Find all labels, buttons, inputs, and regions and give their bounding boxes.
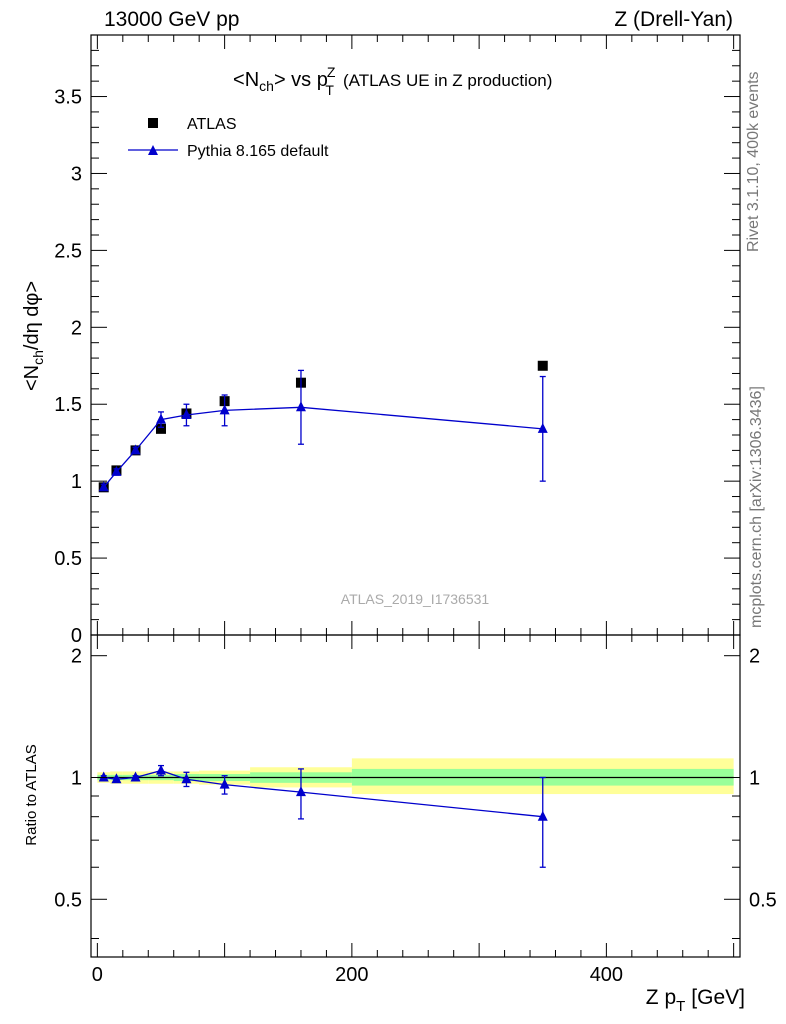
y-tick-label: 1.5 bbox=[54, 394, 82, 416]
y-tick-label: 3 bbox=[71, 163, 82, 185]
header-right: Z (Drell-Yan) bbox=[614, 8, 733, 31]
ratio-data bbox=[98, 764, 548, 868]
y-tick-label: 3.5 bbox=[54, 87, 82, 109]
ratio-y-axis-label: Ratio to ATLAS bbox=[23, 744, 40, 845]
ratio-point bbox=[130, 771, 141, 782]
pythia-point bbox=[181, 409, 192, 419]
legend-pythia-marker bbox=[148, 145, 158, 155]
legend-atlas-label: ATLAS bbox=[187, 116, 237, 133]
x-tick-label: 0 bbox=[92, 964, 103, 986]
ratio-point bbox=[111, 773, 122, 784]
y-tick-label: 0.5 bbox=[54, 548, 82, 570]
pythia-point bbox=[111, 465, 122, 476]
pythia-point bbox=[98, 481, 109, 492]
y-tick-label: 0 bbox=[71, 625, 82, 647]
ratio-pythia-line bbox=[103, 769, 543, 818]
ratio-bands bbox=[97, 758, 734, 795]
ratio-point bbox=[181, 773, 192, 784]
y-tick-label: 2.5 bbox=[54, 240, 82, 262]
x-tick-label: 200 bbox=[335, 964, 368, 986]
ratio-point bbox=[98, 771, 109, 782]
ratio-point bbox=[219, 778, 230, 789]
pythia-point bbox=[295, 401, 306, 412]
x-axis-label: Z pT [GeV] bbox=[646, 986, 745, 1015]
x-tick-label: 400 bbox=[590, 964, 623, 986]
ratio-panel bbox=[90, 634, 741, 958]
y-axis-label: <Nch/dη dφ> bbox=[21, 281, 46, 391]
ratio-frame bbox=[90, 634, 741, 958]
ratio-point bbox=[537, 810, 548, 821]
ratio-y-tick-label-right: 0.5 bbox=[749, 889, 777, 911]
ratio-y-tick-label-right: 2 bbox=[749, 646, 760, 668]
legend-atlas-marker bbox=[148, 118, 158, 128]
ratio-y-tick-label: 0.5 bbox=[54, 889, 82, 911]
header-left: 13000 GeV pp bbox=[104, 8, 240, 31]
ratio-y-tick-label: 1 bbox=[71, 767, 82, 789]
ratio-point bbox=[155, 764, 166, 775]
legend-pythia-label: Pythia 8.165 default bbox=[187, 143, 329, 160]
watermark: ATLAS_2019_I1736531 bbox=[341, 591, 490, 607]
ratio-point bbox=[295, 786, 306, 797]
pythia-line bbox=[103, 406, 543, 488]
y-tick-label: 2 bbox=[71, 317, 82, 339]
pythia-point bbox=[155, 413, 166, 424]
pythia-point bbox=[130, 444, 141, 455]
pythia-point bbox=[219, 404, 230, 415]
ratio-y-tick-label: 2 bbox=[71, 646, 82, 668]
axis-ticks: 0 200 400 0 0.5 1 1.5 2 2.5 3 3.5 0.5 0.5 1 1 2 2 bbox=[54, 35, 777, 986]
chart-title: <Nch> vs pZ T (ATLAS UE in Z production) bbox=[233, 64, 552, 98]
atlas-point bbox=[155, 423, 166, 434]
pythia-point bbox=[537, 422, 548, 433]
ratio-y-tick-label-right: 1 bbox=[749, 767, 760, 789]
y-tick-label: 1 bbox=[71, 471, 82, 493]
main-data bbox=[98, 360, 548, 493]
atlas-point bbox=[537, 360, 548, 371]
